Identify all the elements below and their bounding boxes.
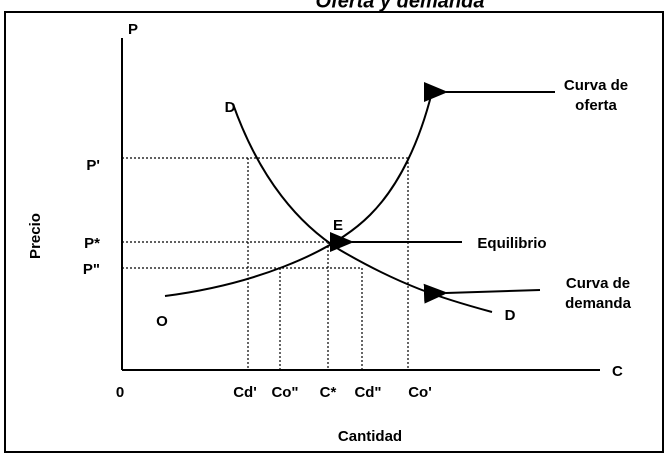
origin: 0 — [116, 384, 124, 401]
y-axis-name: P — [128, 21, 138, 38]
guides — [122, 157, 409, 370]
annotation: Curva de — [566, 275, 630, 292]
y-level: P* — [84, 235, 100, 252]
x-axis-name: C — [612, 363, 623, 380]
x-level: Cd" — [354, 384, 381, 401]
curve-label: O — [156, 313, 168, 330]
y-label: Precio — [27, 213, 44, 259]
annotation: oferta — [575, 97, 617, 114]
x-level: Co' — [408, 384, 432, 401]
arrow — [423, 283, 541, 304]
x-level: Cd' — [233, 384, 257, 401]
annotation: Equilibrio — [477, 235, 546, 252]
curve-label: D — [225, 99, 236, 116]
x-level: C* — [320, 384, 337, 401]
x-level: Co" — [271, 384, 298, 401]
x-label: Cantidad — [338, 428, 402, 445]
curve-label: D — [505, 307, 516, 324]
annotation: demanda — [565, 295, 632, 312]
title: Oferta y demanda — [316, 0, 485, 12]
frame — [4, 11, 664, 453]
annotation: Curva de — [564, 77, 628, 94]
curve-label: O — [424, 83, 436, 100]
y-level: P" — [83, 261, 100, 278]
y-level: P' — [86, 157, 100, 174]
supply-curve — [164, 91, 433, 297]
curve-label: E — [333, 217, 343, 234]
